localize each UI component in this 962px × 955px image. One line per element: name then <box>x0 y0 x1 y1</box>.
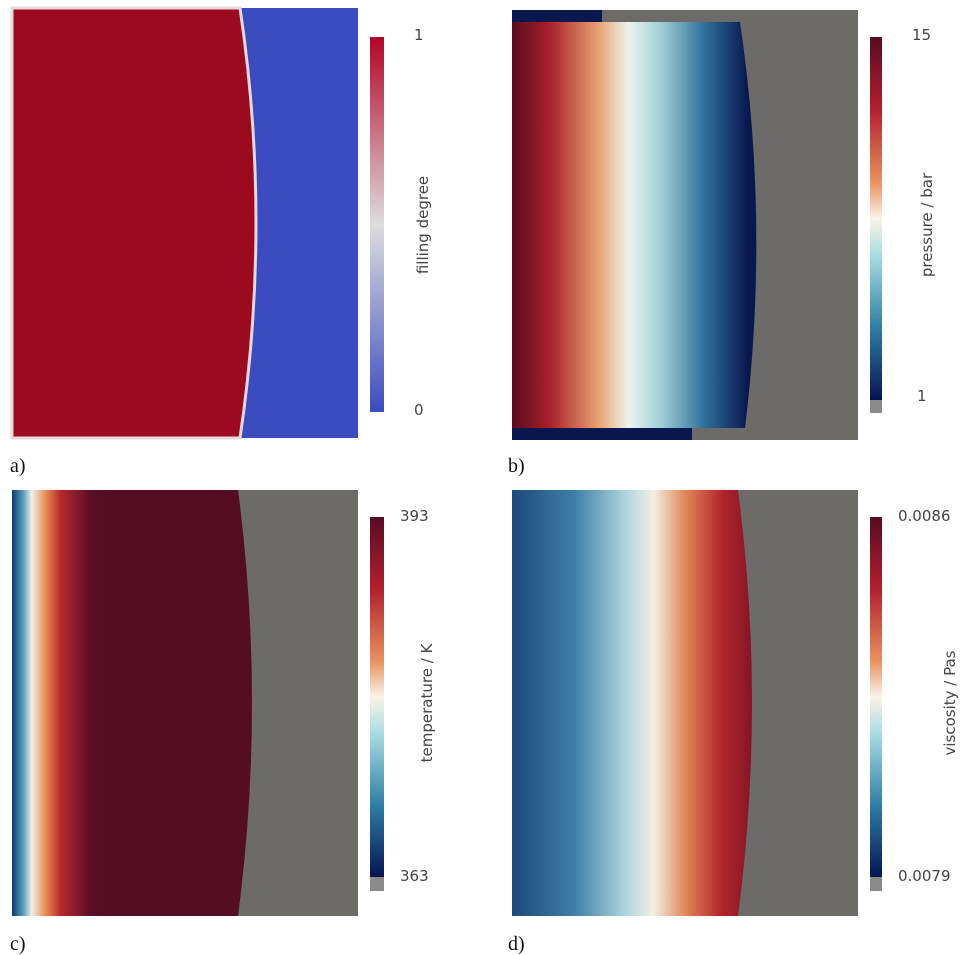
pressure-field <box>512 22 757 428</box>
colorbar-nan <box>870 877 882 891</box>
colorbar <box>870 517 882 877</box>
panel-d: 0.0086 0.0079 viscosity / Pas d) <box>508 490 959 955</box>
colorbar-title: viscosity / Pas <box>941 650 959 755</box>
colorbar-max: 15 <box>912 26 931 44</box>
colorbar-min: 0 <box>414 401 424 419</box>
viscosity-field <box>512 490 752 916</box>
edge-strip <box>512 428 692 440</box>
colorbar-min: 363 <box>400 867 429 885</box>
filled-region <box>10 6 258 440</box>
colorbar <box>370 37 384 412</box>
colorbar-nan <box>370 877 384 891</box>
panel-a: 1 0 filling degree a) <box>10 6 432 477</box>
colorbar-min: 0.0079 <box>898 867 951 885</box>
edge-strip <box>512 10 602 22</box>
colorbar <box>370 517 384 877</box>
colorbar-title: pressure / bar <box>918 172 936 277</box>
panel-c: 393 363 temperature / K c) <box>10 490 436 955</box>
colorbar <box>870 37 882 400</box>
panel-label: a) <box>10 455 26 477</box>
temperature-field <box>12 490 252 916</box>
panel-b: 15 1 pressure / bar b) <box>508 10 936 477</box>
panel-label: c) <box>10 933 26 955</box>
colorbar-title: temperature / K <box>418 642 436 762</box>
panel-label: b) <box>508 455 525 477</box>
colorbar-nan <box>870 400 882 413</box>
colorbar-max: 0.0086 <box>898 507 951 525</box>
colorbar-max: 1 <box>414 26 424 44</box>
panel-label: d) <box>508 933 525 955</box>
colorbar-title: filling degree <box>414 176 432 274</box>
colorbar-max: 393 <box>400 507 429 525</box>
colorbar-min: 1 <box>917 387 927 405</box>
